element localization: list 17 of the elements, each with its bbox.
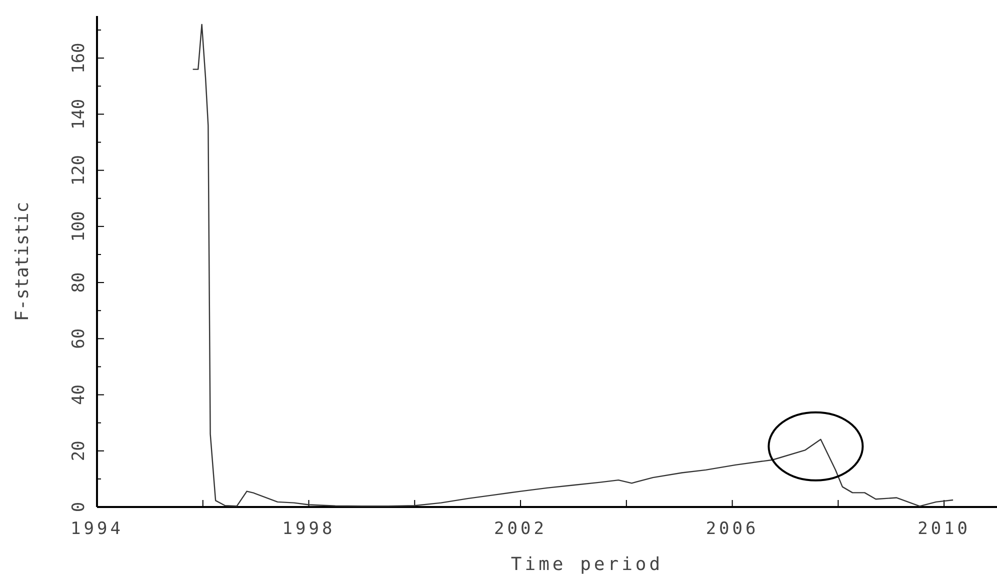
y-tick-label: 140 xyxy=(69,98,89,130)
x-tick-label: 1994 xyxy=(70,519,124,539)
x-tick-label: 2010 xyxy=(918,519,971,539)
y-tick-label: 100 xyxy=(69,211,89,242)
y-tick-label: 40 xyxy=(69,384,89,406)
y-tick-label: 0 xyxy=(69,502,89,512)
y-tick-label: 80 xyxy=(69,272,89,293)
y-tick-label: 60 xyxy=(69,328,89,349)
y-tick-label: 120 xyxy=(69,154,89,186)
x-axis-title: Time period xyxy=(510,554,664,574)
x-tick-label: 2006 xyxy=(706,519,759,539)
x-tick-label: 1998 xyxy=(282,519,336,539)
y-tick-label: 160 xyxy=(69,42,89,74)
y-tick-label: 20 xyxy=(69,440,89,462)
y-axis-title: F-statistic xyxy=(12,202,33,322)
line-series xyxy=(192,24,954,507)
x-tick-label: 2002 xyxy=(494,519,548,539)
